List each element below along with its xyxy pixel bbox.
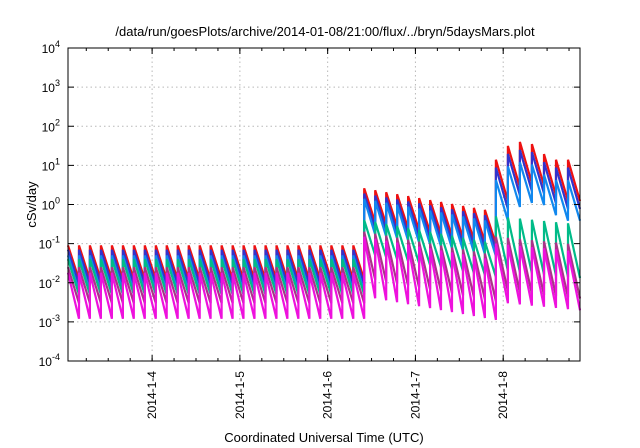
y-tick-label: 104 [42,39,60,56]
x-tick-label: 2014-1-7 [408,371,422,419]
y-tick-label: 100 [42,196,60,213]
chart-title: /data/run/goesPlots/archive/2014-01-08/2… [115,24,535,39]
y-tick-label: 103 [42,78,60,95]
y-axis-title: cSv/day [24,181,39,228]
y-tick-label: 102 [42,117,60,134]
series-lines [66,141,582,321]
y-tick-label: 10-2 [39,274,60,291]
x-tick-label: 2014-1-6 [321,371,335,419]
series-line [66,236,582,321]
y-tick-label: 10-4 [39,352,60,369]
x-tick-label: 2014-1-8 [496,371,510,419]
x-tick-label: 2014-1-5 [233,371,247,419]
x-axis-title: Coordinated Universal Time (UTC) [224,430,423,445]
x-axis-ticks: 2014-1-4 2014-1-5 2014-1-6 2014-1-7 2014-1-8 [85,48,570,419]
y-tick-label: 10-3 [39,313,60,330]
y-tick-label: 10-1 [39,235,60,252]
y-tick-label: 101 [42,156,60,173]
x-tick-label: 2014-1-4 [145,371,159,419]
y-axis-ticks: 10-4 10-3 10-2 10-1 100 101 102 103 104 [39,39,580,369]
